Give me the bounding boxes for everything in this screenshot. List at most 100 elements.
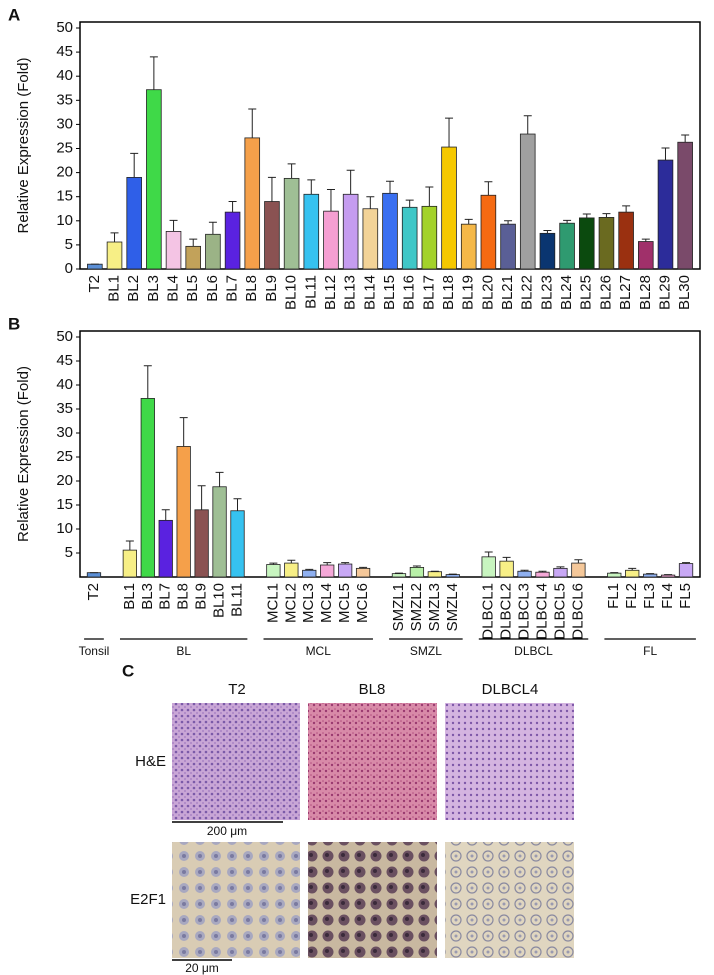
x-tick-label: BL10 [283,275,300,310]
y-tick-label: 0 [65,260,73,277]
error-bar [556,566,565,569]
x-tick-label: BL8 [175,583,192,610]
error-bar [502,556,511,562]
x-tick-label: BL21 [499,275,516,310]
error-bar [681,134,690,143]
bar [87,263,103,270]
panel-c: C T2 BL8 DLBCL4 H&E E2F1 200 μm 20 μm [122,661,574,975]
y-tick-label: 5 [65,544,73,561]
bar [553,567,568,578]
x-tick-label: BL22 [519,275,536,310]
y-tick-label: 35 [56,400,73,417]
y-axis-label: Relative Expression (Fold) [15,58,32,234]
bar [539,232,556,270]
x-tick-label: BL28 [637,275,654,310]
error-bar [538,570,547,573]
x-tick-label: BL11 [302,275,319,309]
error-bar [323,562,332,565]
y-tick-label: 15 [56,496,73,513]
x-tick-label: BL6 [204,275,221,302]
bar [481,556,496,578]
error-bar [425,186,434,207]
x-tick-label: BL8 [243,275,260,302]
error-bar [484,551,493,557]
bar [323,210,339,270]
group-label: SMZL [410,644,442,658]
x-tick-label: DLBCL6 [569,583,586,640]
y-tick-label: 30 [56,115,73,132]
bar [86,572,102,578]
scale-bar-label: 20 μm [185,961,219,975]
x-tick-label: BL1 [105,275,122,302]
x-tick-label: DLBCL4 [533,583,550,640]
x-tick-label: BL4 [165,275,182,302]
error-bar [359,566,368,569]
x-tick-label: SMZL3 [426,583,443,631]
error-bar [169,219,178,232]
bar [342,193,359,270]
bar [660,574,676,578]
bar [421,205,438,270]
x-tick-label: BL10 [211,583,228,618]
bar [409,567,425,578]
error-bar [563,219,572,224]
y-tick-label: 10 [56,212,73,229]
bar [283,177,300,270]
micrograph [445,842,574,958]
bar [165,231,182,270]
error-bar [208,221,217,235]
bar [401,206,418,270]
bar [176,446,191,578]
x-tick-label: SMZL4 [444,583,461,631]
y-tick-label: 50 [56,328,73,345]
group-label: DLBCL [514,644,553,658]
error-bar [130,152,139,178]
x-tick-label: BL27 [617,275,634,310]
bar [338,563,353,578]
x-tick-label: DLBCL1 [480,583,497,640]
x-tick-label: SMZL2 [408,583,425,631]
x-tick-label: BL23 [538,275,555,310]
x-tick-label: MCL4 [318,583,335,623]
error-bar [197,485,206,510]
error-bar [405,199,414,208]
column-label: T2 [228,681,246,698]
group-label: Tonsil [79,644,110,658]
bar [106,241,123,270]
error-bar [189,238,198,247]
bar [578,217,595,270]
bar [499,560,514,578]
error-bar [582,213,591,218]
bar [638,241,654,270]
x-tick-label: BL9 [263,275,280,302]
x-tick-label: BL3 [139,583,156,610]
error-bar [682,562,691,564]
column-label: DLBCL4 [482,681,539,698]
bar [441,146,457,270]
bar [559,222,575,270]
bar [657,159,674,270]
error-bar [386,180,394,194]
y-tick-label: 40 [56,67,73,84]
bar [266,564,281,578]
y-tick-label: 25 [56,448,73,465]
x-tick-label: T2 [85,583,102,601]
error-bar [161,509,170,521]
bar [535,571,550,578]
bar [500,223,516,270]
bar [146,89,162,270]
error-bar [346,169,355,195]
y-tick-label: 10 [56,520,73,537]
x-tick-label: FL5 [677,583,694,609]
x-tick-label: BL19 [460,275,477,310]
bar [677,141,693,270]
bar [382,192,398,270]
bar [303,193,320,270]
group-label: FL [643,644,657,658]
micrograph [172,842,300,958]
bar [678,563,694,578]
bar [517,570,532,578]
column-label: BL8 [359,681,386,698]
bar [205,233,221,270]
error-bar [215,471,224,487]
